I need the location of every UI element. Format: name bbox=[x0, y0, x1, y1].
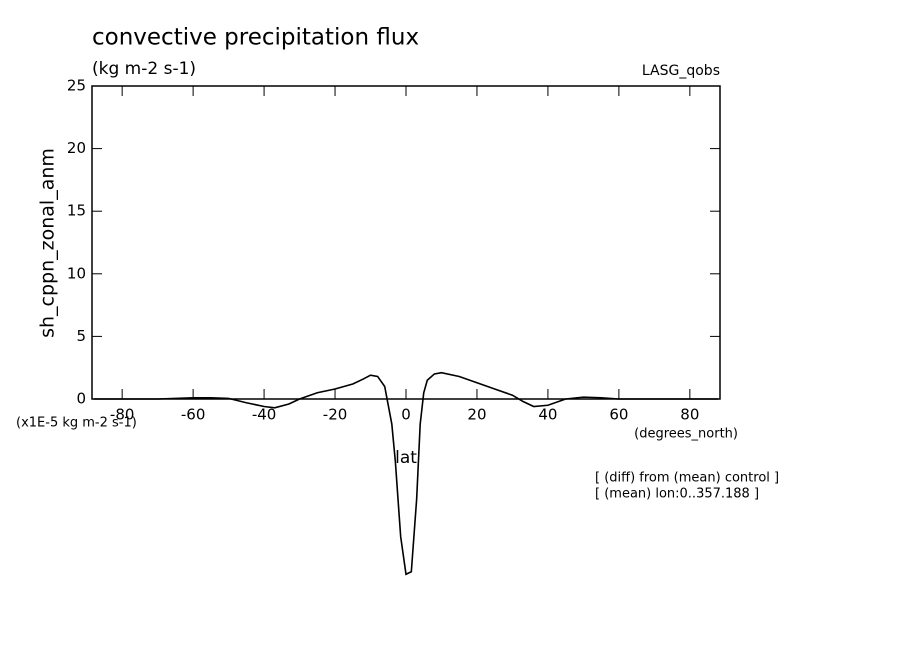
x-tick-label: 0 bbox=[401, 406, 411, 424]
x-tick-label: -20 bbox=[323, 406, 348, 424]
y-axis-label: sh_cppn_zonal_anm bbox=[37, 148, 59, 338]
data-line bbox=[93, 371, 719, 576]
annotation: [ (mean) lon:0..357.188 ] bbox=[595, 487, 759, 502]
x-tick-label: -80 bbox=[110, 406, 135, 424]
x-tick-label: 60 bbox=[609, 406, 628, 424]
chart-subtitle: (kg m-2 s-1) bbox=[92, 59, 196, 79]
y-tick-label: 10 bbox=[67, 264, 86, 282]
y-units: (x1E-5 kg m-2 s-1) bbox=[16, 416, 137, 431]
annotation: [ (diff) from (mean) control ] bbox=[595, 471, 779, 486]
y-tick-label: 25 bbox=[67, 77, 86, 95]
plot-frame bbox=[91, 85, 721, 400]
x-tick-label: 40 bbox=[538, 406, 557, 424]
x-tick-label: 20 bbox=[467, 406, 486, 424]
source-label: LASG_qobs bbox=[642, 63, 720, 79]
x-tick-label: -40 bbox=[252, 406, 277, 424]
y-tick-label: 5 bbox=[76, 327, 86, 345]
x-units: (degrees_north) bbox=[634, 427, 738, 442]
chart-title: convective precipitation flux bbox=[92, 25, 419, 51]
x-axis-label: lat bbox=[395, 448, 417, 468]
y-tick-label: 15 bbox=[67, 202, 86, 220]
x-tick-label: -60 bbox=[181, 406, 206, 424]
x-tick-label: 80 bbox=[680, 406, 699, 424]
y-tick-label: 0 bbox=[76, 390, 86, 408]
y-tick-label: 20 bbox=[67, 139, 86, 157]
